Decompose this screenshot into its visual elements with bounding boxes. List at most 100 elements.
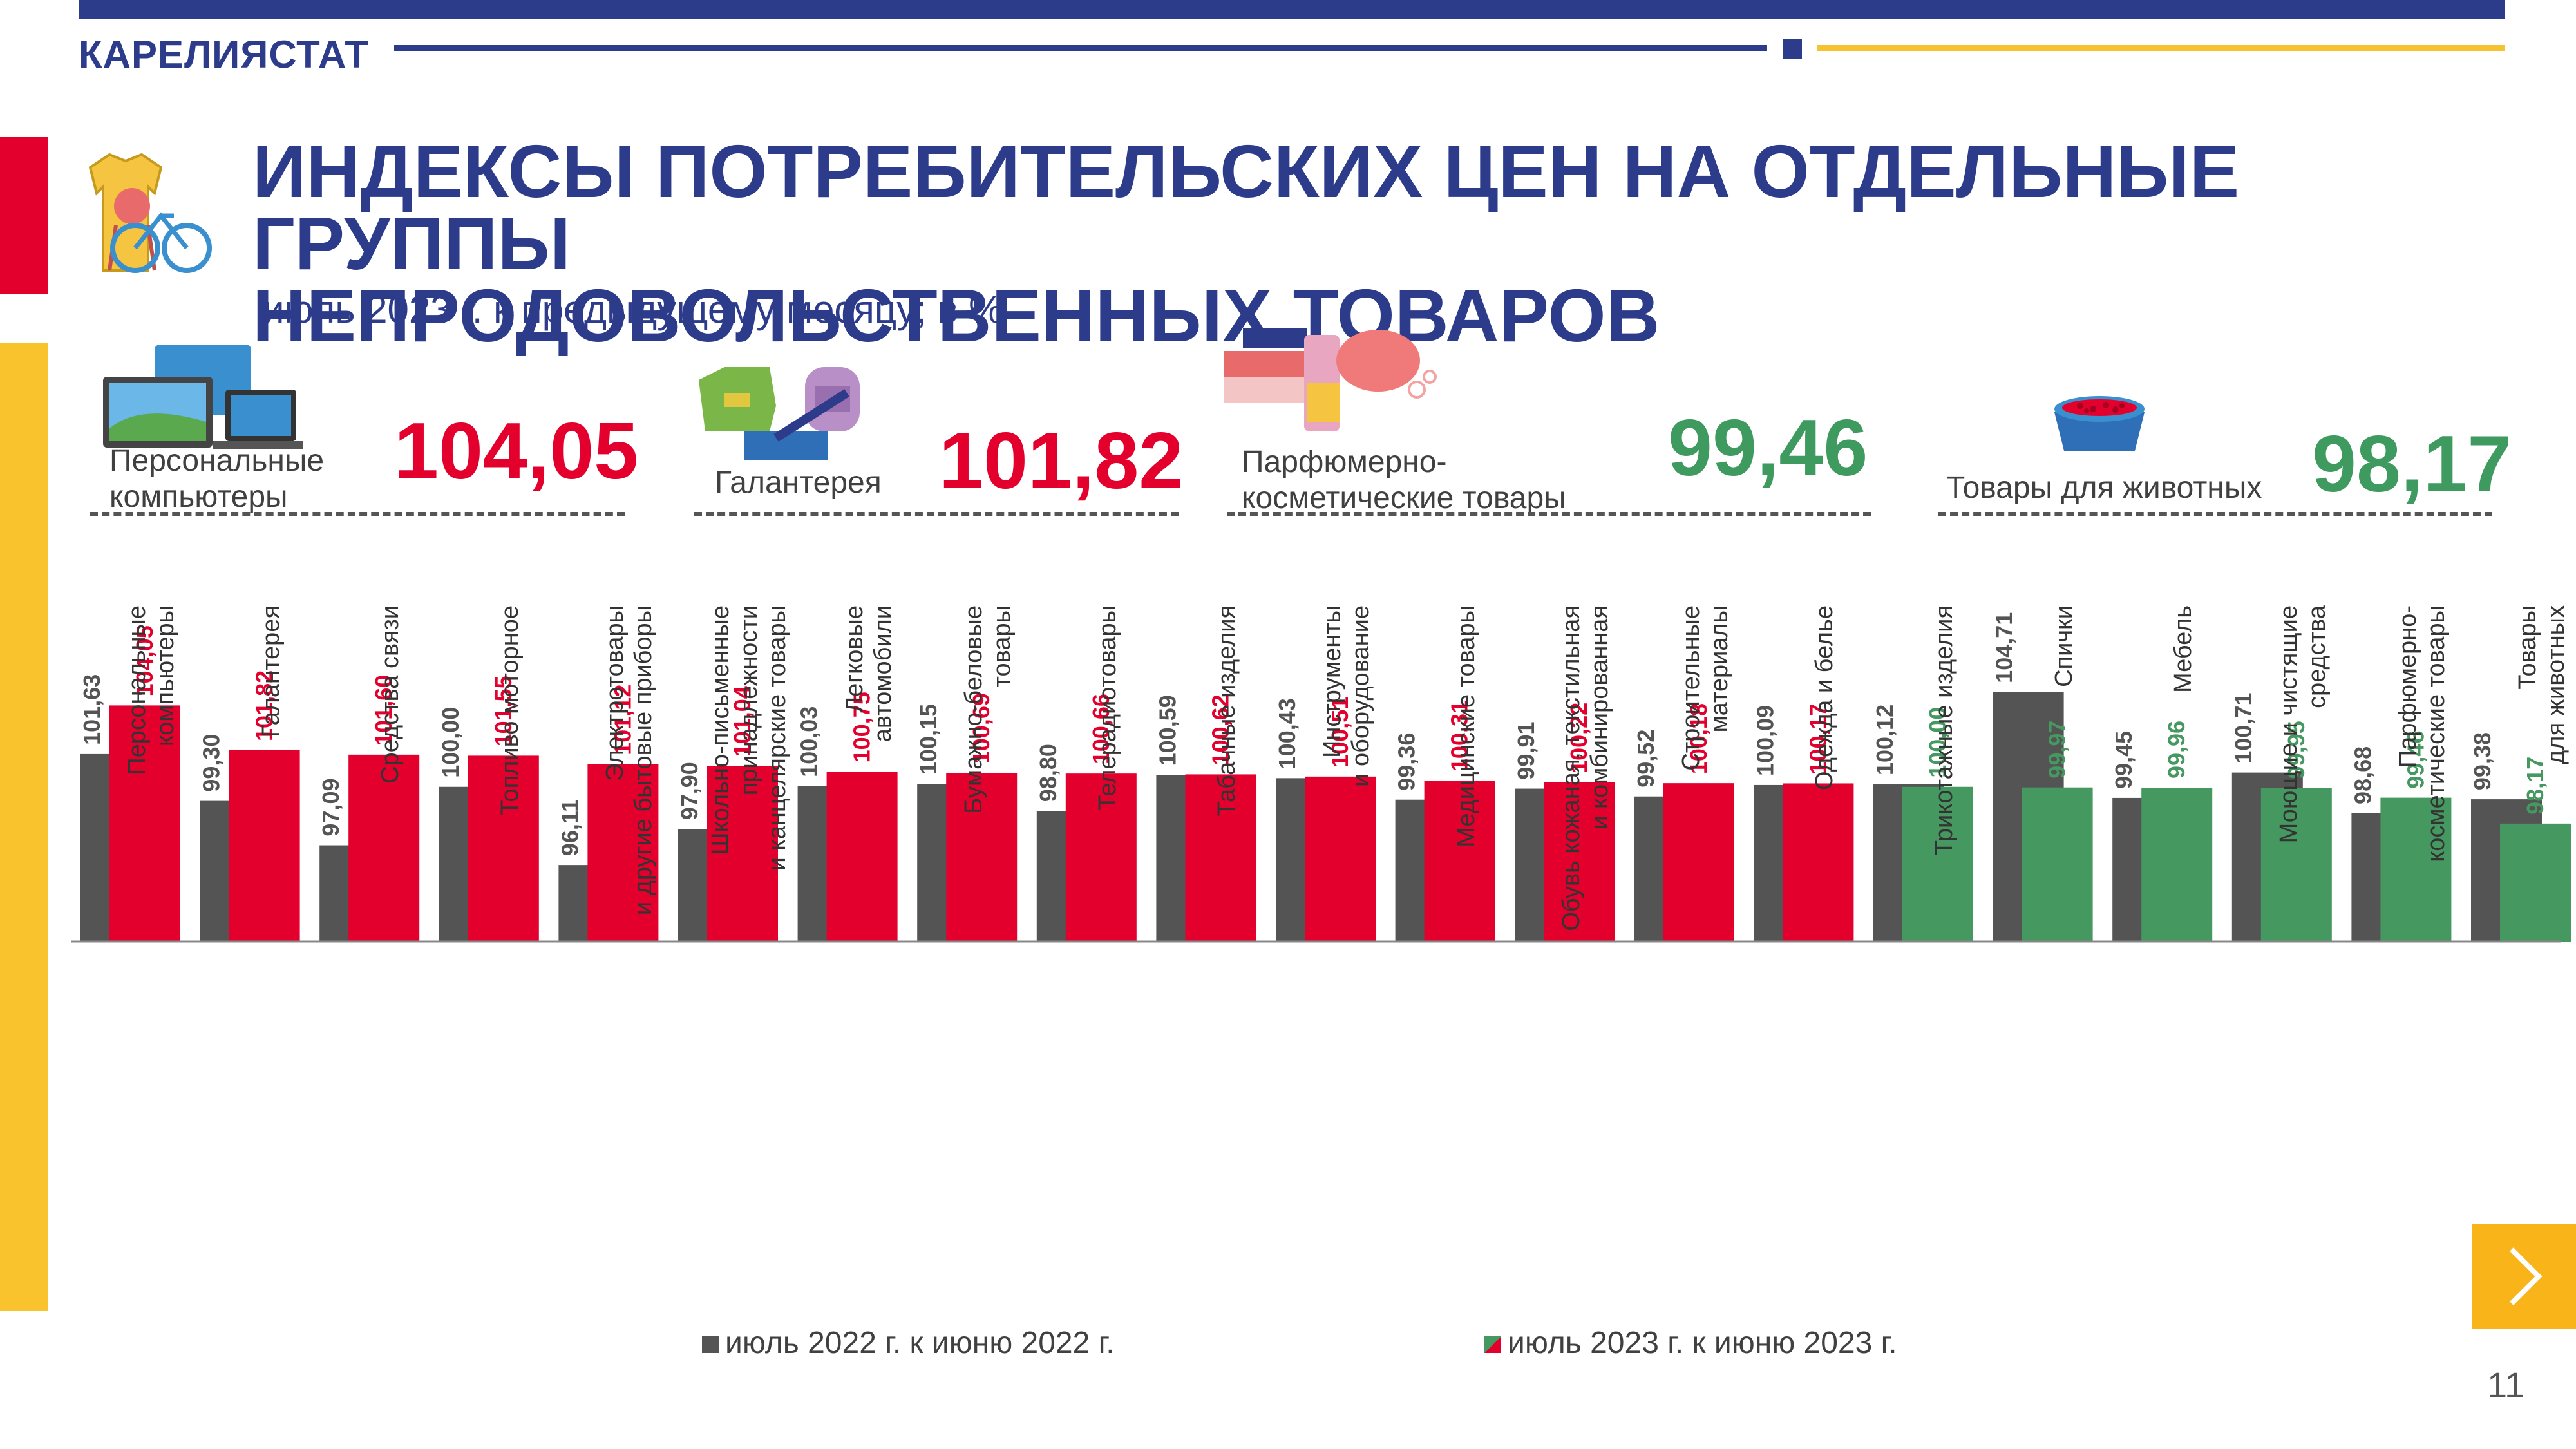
bar-2023-18 <box>2260 788 2332 942</box>
bar-2023-5 <box>707 766 778 942</box>
legend-swatch-gray <box>702 1336 719 1354</box>
value-label-2023-5: 101,04 <box>729 686 755 757</box>
pet-bowl-icon <box>2054 396 2145 451</box>
category-label-9: Табачные изделия <box>1213 605 1241 817</box>
value-label-2022-3: 100,00 <box>437 707 464 778</box>
highlight-3-value: 99,46 <box>1668 404 1868 493</box>
next-slide-button[interactable] <box>2472 1224 2576 1329</box>
value-label-2022-12: 99,91 <box>1513 721 1539 779</box>
value-label-2023-9: 100,62 <box>1207 694 1233 765</box>
category-label-10: Инструменты и оборудование <box>1319 605 1374 787</box>
value-label-2023-13: 100,18 <box>1685 703 1712 774</box>
bar-2023-13 <box>1663 783 1734 942</box>
bar-2023-4 <box>587 764 659 942</box>
highlight-3-label: Парфюмерно- косметические товары <box>1242 445 1566 515</box>
bar-2023-2 <box>348 754 420 942</box>
value-label-2022-10: 100,43 <box>1274 698 1300 769</box>
category-label-14: Одежда и белье <box>1811 605 1839 790</box>
highlight-2-label: Галантерея <box>715 466 882 500</box>
category-label-1: Галантерея <box>257 605 285 737</box>
highlight-1-value: 104,05 <box>394 407 639 496</box>
top-bar <box>79 0 2505 19</box>
value-label-2023-20: 98,17 <box>2522 757 2548 815</box>
value-label-2022-15: 100,12 <box>1871 705 1898 775</box>
highlight-2-divider <box>694 512 1179 516</box>
category-label-8: Телерадиотовары <box>1094 605 1121 810</box>
bar-2023-0 <box>109 705 180 942</box>
bar-2023-6 <box>826 772 898 942</box>
highlight-4-divider <box>1938 512 2492 516</box>
bar-2023-16 <box>2022 787 2093 942</box>
value-label-2023-19: 99,46 <box>2402 731 2429 789</box>
category-label-2: Средства связи <box>377 605 404 784</box>
value-label-2023-8: 100,66 <box>1088 694 1114 764</box>
value-label-2023-14: 100,17 <box>1804 703 1831 774</box>
bags-icon <box>699 367 860 460</box>
category-label-3: Топливо моторное <box>496 605 524 815</box>
value-label-2022-5: 97,90 <box>676 762 703 820</box>
category-label-19: Парфюмерно- косметические товары <box>2394 605 2450 862</box>
value-label-2022-6: 100,03 <box>796 706 822 777</box>
value-label-2023-10: 100,51 <box>1327 697 1353 768</box>
category-label-17: Мебель <box>2170 605 2197 693</box>
value-label-2022-13: 99,52 <box>1633 730 1659 788</box>
value-label-2022-2: 97,09 <box>317 778 344 836</box>
category-label-11: Медицинские товары <box>1452 605 1480 848</box>
page-title: ИНДЕКСЫ ПОТРЕБИТЕЛЬСКИХ ЦЕН НА ОТДЕЛЬНЫЕ… <box>252 134 2576 353</box>
org-name: КАРЕЛИЯСТАТ <box>79 33 370 76</box>
value-label-2023-11: 100,31 <box>1446 701 1473 772</box>
value-label-2023-7: 100,69 <box>968 693 994 764</box>
bar-chart: 101,63 104,05 99,30 101,82 97,09 101,60 100,00… <box>71 612 2571 943</box>
header-rule-blue <box>394 45 1767 51</box>
page-number: 11 <box>2487 1365 2525 1405</box>
category-label-18: Моющие и чистящие средства <box>2275 605 2331 844</box>
value-label-2022-0: 101,63 <box>79 674 105 745</box>
clothes-bicycle-icon <box>88 153 212 273</box>
value-label-2023-4: 101,12 <box>609 685 636 755</box>
bar-2023-15 <box>1902 786 1973 942</box>
category-label-12: Обувь кожаная, текстильная и комбинирова… <box>1558 605 1614 931</box>
value-label-2022-17: 99,45 <box>2110 731 2137 789</box>
highlight-2-value: 101,82 <box>939 417 1184 506</box>
chevron-right-icon <box>2510 1247 2543 1305</box>
legend-swatch-red-green <box>1484 1336 1501 1354</box>
value-label-2023-6: 100,75 <box>849 692 875 762</box>
value-label-2022-7: 100,15 <box>915 704 942 775</box>
value-label-2022-16: 104,71 <box>1991 612 2018 683</box>
highlight-4-label: Товары для животных <box>1946 471 2262 505</box>
value-label-2023-3: 101,55 <box>490 676 516 746</box>
value-label-2022-4: 96,11 <box>556 799 583 856</box>
header-rule-gold <box>1817 45 2505 51</box>
legend-item-2023: июль 2023 г. к июню 2023 г. <box>1484 1325 1897 1361</box>
value-label-2022-18: 100,71 <box>2230 692 2257 763</box>
category-label-13: Строительные материалы <box>1677 605 1733 771</box>
side-accent-gold <box>0 343 48 1311</box>
category-label-15: Трикотажные изделия <box>1931 605 1958 856</box>
category-label-16: Спички <box>2050 605 2078 687</box>
category-label-4: Электротовары и другие бытовые приборы <box>601 605 658 916</box>
value-label-2022-14: 100,09 <box>1752 705 1778 776</box>
value-label-2022-19: 98,68 <box>2349 746 2376 804</box>
value-label-2023-12: 100,22 <box>1566 703 1592 773</box>
side-accent-red <box>0 137 48 294</box>
value-label-2023-18: 99,95 <box>2283 721 2309 779</box>
bar-2023-9 <box>1185 774 1256 942</box>
value-label-2022-11: 99,36 <box>1394 733 1420 791</box>
bar-2023-10 <box>1305 776 1376 942</box>
category-label-0: Персональные компьютеры <box>124 605 179 775</box>
bar-2023-19 <box>2380 797 2452 942</box>
highlight-1-divider <box>90 512 625 516</box>
value-label-2023-1: 101,82 <box>251 670 278 741</box>
page-subtitle: июль 2023 г. к предыдущему месяцу; в % <box>263 288 1003 331</box>
value-label-2023-16: 99,97 <box>2044 721 2070 779</box>
cosmetics-icon <box>1224 328 1437 431</box>
bar-2023-20 <box>2500 823 2571 942</box>
category-label-7: Бумажно-беловые товары <box>960 605 1016 814</box>
bar-2023-8 <box>1065 773 1137 942</box>
value-label-2022-9: 100,59 <box>1154 695 1180 766</box>
category-label-6: Легковые автомобили <box>840 605 896 743</box>
highlight-3-divider <box>1227 512 1871 516</box>
value-label-2023-17: 99,96 <box>2163 721 2190 779</box>
highlight-1-label: Персональные компьютеры <box>109 444 325 514</box>
computer-icon <box>103 345 303 449</box>
